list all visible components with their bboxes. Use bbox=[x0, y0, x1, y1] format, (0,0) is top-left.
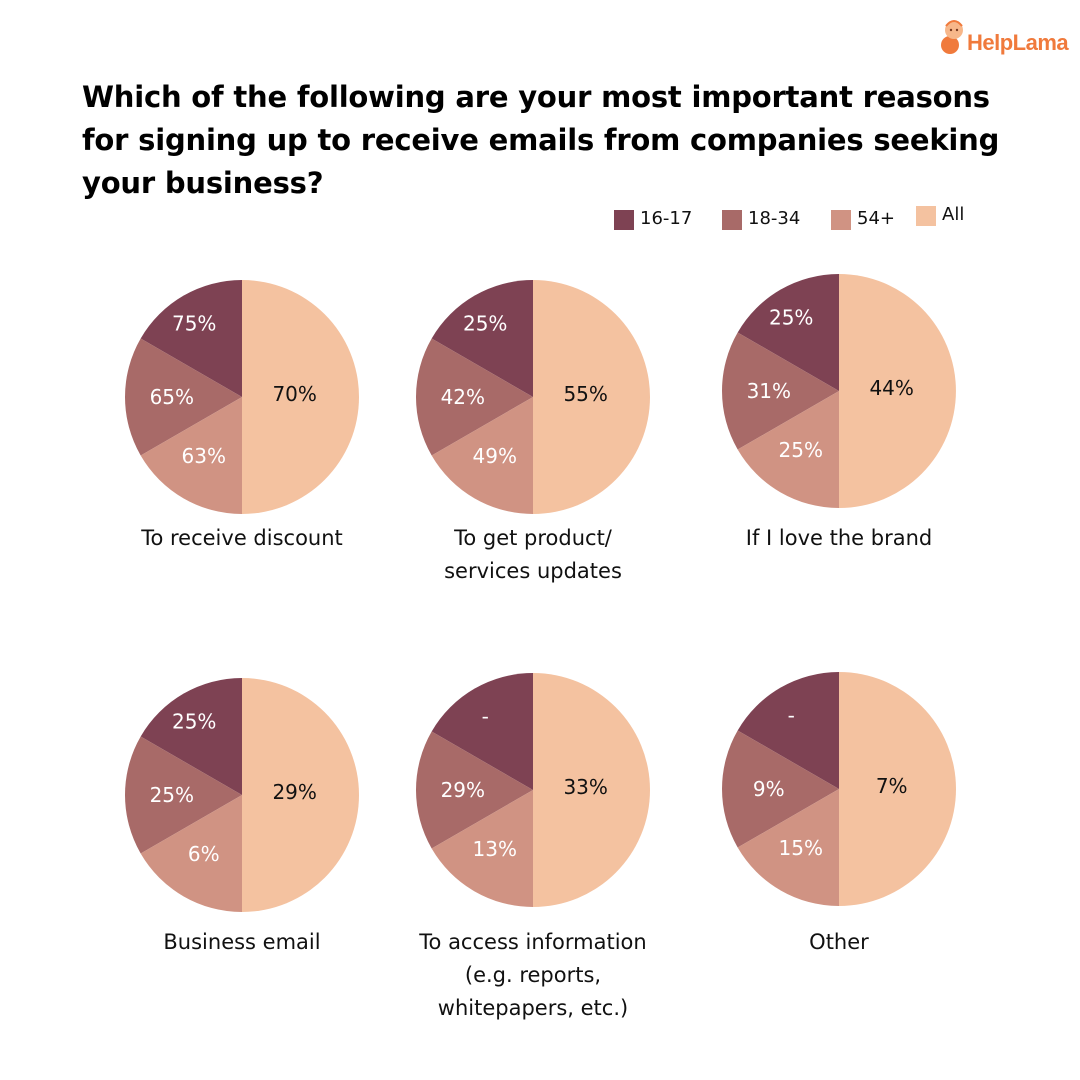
pie-slice-18-34 bbox=[415, 731, 533, 849]
legend-item-54-plus: 54+ bbox=[831, 207, 895, 231]
pie-slice-16-17 bbox=[737, 672, 839, 789]
pie-value-label: 75% bbox=[172, 311, 216, 335]
legend-label: 18-34 bbox=[748, 208, 801, 229]
pie-value-label: 70% bbox=[272, 382, 316, 406]
pie-value-label: 63% bbox=[182, 444, 226, 468]
helplama-logo bbox=[941, 20, 963, 54]
pie-3: 25% 25% 6% 29% bbox=[125, 678, 359, 912]
pie-value-label: - bbox=[482, 704, 489, 728]
pie-value-label: - bbox=[788, 703, 795, 727]
pie-slice-18-34 bbox=[415, 338, 533, 456]
legend-item-16-17: 16-17 bbox=[614, 207, 692, 231]
pie-value-label: 25% bbox=[769, 305, 813, 329]
pie-value-label: 29% bbox=[272, 780, 316, 804]
pie-value-label: 31% bbox=[747, 379, 791, 403]
pie-slice-16-17 bbox=[140, 280, 242, 397]
pie-value-label: 65% bbox=[150, 385, 194, 409]
pie-label-love-brand: If I love the brand bbox=[745, 526, 933, 550]
pie-label-other: Other bbox=[809, 930, 869, 954]
pie-slice-16-17 bbox=[431, 280, 533, 397]
pie-0: 75% 65% 63% 70% bbox=[125, 280, 359, 514]
pie-2: 25% 31% 25% 44% bbox=[722, 274, 956, 508]
pie-value-label: 29% bbox=[441, 778, 485, 802]
pie-value-label: 33% bbox=[563, 775, 607, 799]
pie-label-receive-discount: To receive discount bbox=[141, 526, 343, 550]
pie-value-label: 9% bbox=[753, 777, 785, 801]
legend-label: 54+ bbox=[857, 208, 895, 229]
pie-slice-18-34 bbox=[722, 332, 839, 450]
chart-title: Which of the following are your most imp… bbox=[82, 80, 1000, 200]
legend-label: 16-17 bbox=[640, 208, 693, 229]
pie-slice-54-plus bbox=[737, 789, 839, 906]
pie-value-label: 13% bbox=[473, 837, 517, 861]
pie-label-product-updates: To get product/ services updates bbox=[444, 526, 622, 583]
pie-slice-All bbox=[242, 678, 359, 912]
pie-1: 25% 42% 49% 55% bbox=[415, 280, 650, 514]
legend-item-all: All bbox=[916, 203, 964, 227]
pie-value-label: 42% bbox=[441, 385, 485, 409]
pie-slice-16-17 bbox=[431, 673, 533, 790]
pie-slice-18-34 bbox=[722, 730, 839, 848]
brand-name: HelpLama bbox=[967, 30, 1069, 55]
pie-4: - 29% 13% 33% bbox=[415, 673, 650, 907]
pie-slice-54-plus bbox=[737, 391, 839, 508]
pie-value-label: 25% bbox=[463, 311, 507, 335]
pie-value-label: 7% bbox=[876, 774, 908, 798]
pie-slice-54-plus bbox=[431, 790, 533, 907]
legend-swatch bbox=[916, 206, 936, 226]
pie-5: - 9% 15% 7% bbox=[722, 672, 956, 906]
legend-label: All bbox=[942, 204, 965, 225]
pie-slice-All bbox=[533, 280, 650, 514]
pie-value-label: 6% bbox=[188, 842, 220, 866]
pie-value-label: 25% bbox=[150, 783, 194, 807]
pie-label-business-email: Business email bbox=[163, 930, 321, 954]
pie-slice-All bbox=[533, 673, 650, 907]
legend-swatch bbox=[614, 210, 634, 230]
pie-value-label: 55% bbox=[563, 382, 607, 406]
pie-value-label: 44% bbox=[869, 376, 913, 400]
pie-slice-All bbox=[839, 672, 956, 906]
pie-slice-16-17 bbox=[140, 678, 242, 795]
legend-item-18-34: 18-34 bbox=[722, 207, 800, 231]
pie-slice-16-17 bbox=[737, 274, 839, 391]
pie-slice-54-plus bbox=[140, 397, 242, 514]
legend-swatch bbox=[831, 210, 851, 230]
lama-mascot-icon bbox=[941, 20, 963, 54]
pie-slice-54-plus bbox=[431, 397, 533, 514]
legend: 16-17 18-34 54+ All bbox=[0, 204, 1080, 237]
pie-value-label: 25% bbox=[172, 709, 216, 733]
pie-label-access-information: To access information (e.g. reports, whi… bbox=[419, 930, 647, 1020]
pie-slice-All bbox=[242, 280, 359, 514]
pie-value-label: 49% bbox=[473, 444, 517, 468]
pie-slice-18-34 bbox=[125, 736, 242, 854]
pie-slice-All bbox=[839, 274, 956, 508]
pie-value-label: 15% bbox=[779, 836, 823, 860]
legend-swatch bbox=[722, 210, 742, 230]
pie-value-label: 25% bbox=[779, 438, 823, 462]
pie-slice-18-34 bbox=[125, 338, 242, 456]
pie-slice-54-plus bbox=[140, 795, 242, 912]
